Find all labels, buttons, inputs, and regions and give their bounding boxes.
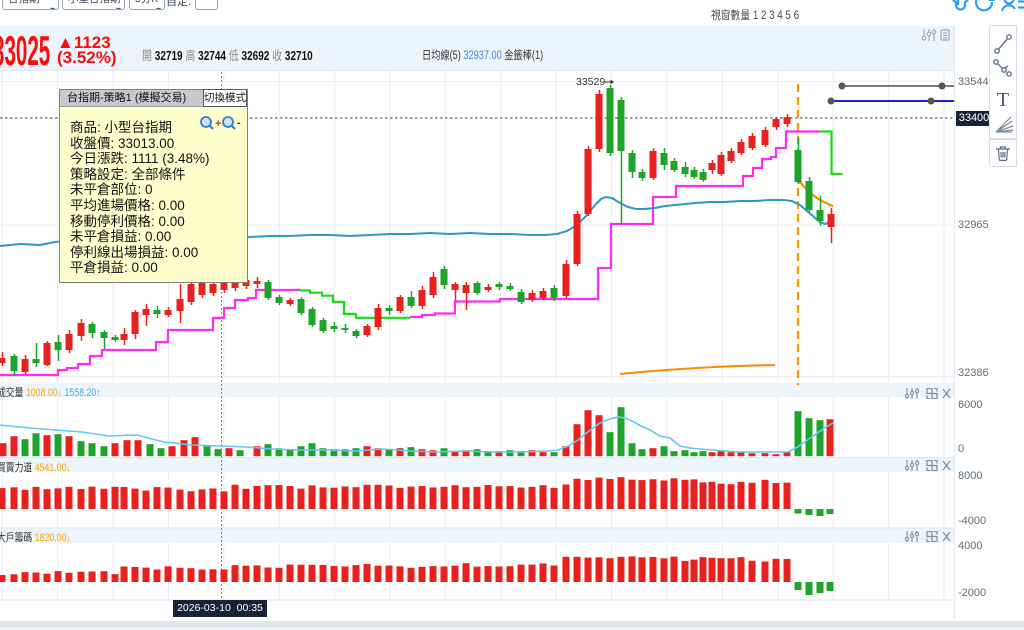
svg-text:+: + <box>215 118 221 130</box>
svg-text:-: - <box>237 117 241 129</box>
svg-text:T: T <box>997 89 1009 111</box>
